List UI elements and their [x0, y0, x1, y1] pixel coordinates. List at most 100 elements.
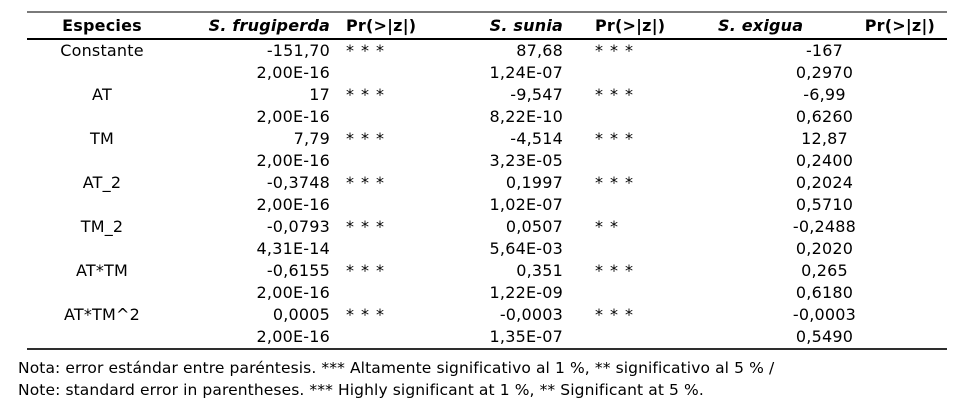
- sunia-significance: [565, 326, 702, 348]
- sunia-pvalue: 8,22E-10: [489, 107, 563, 126]
- table-row: 2,00E-16 3,23E-05 0,2400: [27, 150, 947, 172]
- table-row: AT*TM -0,6155 *** 0,351 *** 0,265: [27, 260, 947, 282]
- frugiperda-significance: ***: [346, 129, 391, 148]
- table-row: AT*TM^2 0,0005 *** -0,0003 *** -0,0003: [27, 304, 947, 326]
- row-label: [27, 62, 177, 84]
- table-row: 2,00E-16 1,22E-09 0,6180: [27, 282, 947, 304]
- row-label: TM_2: [80, 217, 124, 236]
- frugiperda-significance: ***: [346, 41, 391, 60]
- exigua-pvalue: 0,2970: [795, 63, 854, 82]
- sunia-significance: [565, 282, 702, 304]
- col-header-pr-frugiperda: Pr(>|z|): [346, 16, 417, 35]
- exigua-pvalue: 0,6260: [795, 107, 854, 126]
- col-header-sunia: S. sunia: [489, 16, 563, 35]
- col-header-especies: Especies: [62, 16, 142, 35]
- note-spanish: Nota: error estándar entre paréntesis. *…: [18, 359, 775, 377]
- note-english: Note: standard error in parentheses. ***…: [18, 381, 704, 399]
- table-row: 2,00E-16 1,24E-07 0,2970: [27, 62, 947, 84]
- frugiperda-value: -0,3748: [266, 173, 330, 192]
- frugiperda-significance: [332, 62, 465, 84]
- sunia-significance: [565, 150, 702, 172]
- exigua-value: 0,2024: [795, 173, 854, 192]
- table-row: AT 17 *** -9,547 *** -6,99: [27, 84, 947, 106]
- frugiperda-value: 7,79: [293, 129, 330, 148]
- table-row: AT_2 -0,3748 *** 0,1997 *** 0,2024: [27, 172, 947, 194]
- frugiperda-value: 0,0005: [272, 305, 330, 324]
- sunia-value: -9,547: [510, 85, 563, 104]
- row-label: AT_2: [82, 173, 122, 192]
- sunia-significance: ***: [595, 173, 640, 192]
- sunia-value: 0,351: [516, 261, 563, 280]
- frugiperda-significance: ***: [346, 305, 391, 324]
- sunia-value: -4,514: [510, 129, 563, 148]
- sunia-significance: ***: [595, 41, 640, 60]
- sunia-significance: [565, 106, 702, 128]
- exigua-pvalue: 0,2020: [795, 239, 854, 258]
- table-row: Constante -151,70 *** 87,68 *** -167: [27, 40, 947, 62]
- col-header-pr-exigua: Pr(>|z|): [864, 16, 935, 35]
- table-footnotes: Nota: error estándar entre paréntesis. *…: [18, 357, 774, 401]
- row-label: [27, 106, 177, 128]
- sunia-significance: ***: [595, 261, 640, 280]
- row-label: AT*TM^2: [63, 305, 141, 324]
- row-label: [27, 282, 177, 304]
- frugiperda-significance: [332, 282, 465, 304]
- frugiperda-significance: [332, 326, 465, 348]
- exigua-value: -0,2488: [792, 217, 857, 236]
- sunia-significance: [565, 238, 702, 260]
- sunia-pvalue: 1,02E-07: [489, 195, 563, 214]
- col-header-exigua: S. exigua: [718, 16, 804, 35]
- exigua-pvalue: 0,5490: [795, 327, 854, 346]
- sunia-pvalue: 1,22E-09: [489, 283, 563, 302]
- sunia-significance: [565, 62, 702, 84]
- row-label: TM: [90, 129, 114, 148]
- row-label: [27, 238, 177, 260]
- sunia-significance: ***: [595, 85, 640, 104]
- sunia-significance: ***: [595, 305, 640, 324]
- frugiperda-value: -151,70: [266, 41, 330, 60]
- frugiperda-significance: [332, 106, 465, 128]
- sunia-pvalue: 1,24E-07: [489, 63, 563, 82]
- sunia-significance: [565, 194, 702, 216]
- frugiperda-pvalue: 2,00E-16: [256, 283, 330, 302]
- table-row: 4,31E-14 5,64E-03 0,2020: [27, 238, 947, 260]
- exigua-pvalue: 0,5710: [795, 195, 854, 214]
- frugiperda-significance: [332, 194, 465, 216]
- table-body: Constante -151,70 *** 87,68 *** -167 2,0…: [27, 40, 947, 350]
- col-header-exigua-group: S. exigua Pr(>|z|): [702, 13, 947, 38]
- frugiperda-significance: ***: [346, 85, 391, 104]
- row-label: [27, 326, 177, 348]
- exigua-pvalue: 0,2400: [795, 151, 854, 170]
- table-row: TM 7,79 *** -4,514 *** 12,87: [27, 128, 947, 150]
- frugiperda-significance: ***: [346, 173, 391, 192]
- frugiperda-value: -0,6155: [266, 261, 330, 280]
- frugiperda-significance: [332, 150, 465, 172]
- frugiperda-pvalue: 4,31E-14: [256, 239, 330, 258]
- frugiperda-significance: [332, 238, 465, 260]
- sunia-pvalue: 3,23E-05: [489, 151, 563, 170]
- col-header-pr-sunia: Pr(>|z|): [595, 16, 666, 35]
- col-header-frugiperda: S. frugiperda: [208, 16, 330, 35]
- frugiperda-pvalue: 2,00E-16: [256, 195, 330, 214]
- frugiperda-significance: ***: [346, 261, 391, 280]
- row-label: [27, 150, 177, 172]
- exigua-value: 0,265: [801, 261, 848, 280]
- exigua-value: -167: [805, 41, 844, 60]
- frugiperda-pvalue: 2,00E-16: [256, 151, 330, 170]
- frugiperda-value: -0,0793: [266, 217, 330, 236]
- coefficients-table: Especies S. frugiperda Pr(>|z|) S. sunia…: [27, 11, 947, 350]
- row-label: [27, 194, 177, 216]
- table-row: 2,00E-16 1,02E-07 0,5710: [27, 194, 947, 216]
- sunia-value: 87,68: [516, 41, 563, 60]
- sunia-significance: ***: [595, 129, 640, 148]
- sunia-value: -0,0003: [499, 305, 563, 324]
- frugiperda-pvalue: 2,00E-16: [256, 327, 330, 346]
- frugiperda-value: 17: [309, 85, 330, 104]
- table-row: TM_2 -0,0793 *** 0,0507 ** -0,2488: [27, 216, 947, 238]
- row-label: AT: [92, 85, 112, 104]
- sunia-significance: **: [595, 217, 625, 236]
- sunia-pvalue: 1,35E-07: [489, 327, 563, 346]
- frugiperda-pvalue: 2,00E-16: [256, 63, 330, 82]
- frugiperda-significance: ***: [346, 217, 391, 236]
